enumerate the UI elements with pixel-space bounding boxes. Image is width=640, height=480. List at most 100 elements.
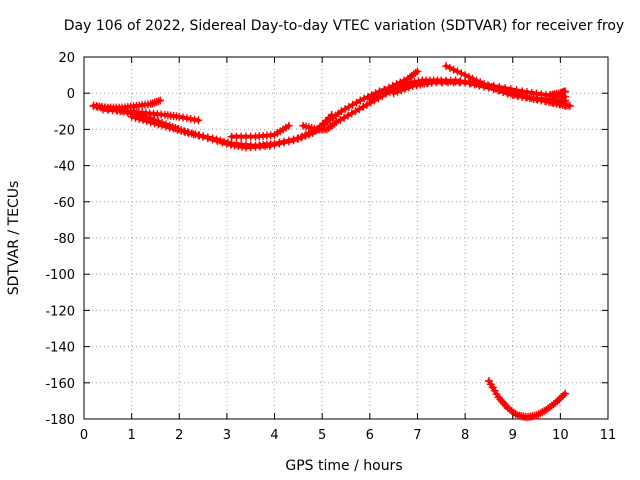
data-point (190, 115, 199, 124)
data-point (173, 125, 182, 134)
data-point (280, 137, 289, 146)
data-point (457, 69, 466, 78)
data-point (456, 77, 465, 86)
data-point (212, 135, 221, 144)
series-track-10 (546, 87, 570, 100)
data-point (189, 130, 198, 139)
data-point (413, 67, 422, 76)
data-point (284, 136, 293, 145)
y-tick-label: -80 (54, 232, 75, 247)
data-point (186, 114, 195, 123)
data-point (161, 122, 170, 131)
data-point (553, 396, 562, 405)
data-point (194, 116, 203, 125)
data-point (420, 79, 429, 88)
data-point (412, 81, 421, 90)
x-tick-label: 2 (175, 428, 183, 443)
data-point (423, 79, 432, 88)
data-point (298, 132, 307, 141)
data-point (480, 80, 489, 89)
data-point (220, 137, 229, 146)
x-tick-label: 11 (600, 428, 617, 443)
data-point (301, 130, 310, 139)
data-point (396, 78, 405, 87)
y-tick-label: 20 (58, 51, 75, 66)
data-point (175, 112, 184, 121)
data-point (392, 80, 401, 89)
data-point (411, 68, 420, 77)
data-point (533, 95, 542, 104)
x-tick-label: 1 (127, 428, 135, 443)
data-point (472, 76, 481, 85)
x-axis-label: GPS time / hours (285, 458, 402, 474)
data-series (89, 62, 574, 422)
data-point (127, 112, 136, 121)
data-point (503, 88, 512, 97)
data-point (487, 83, 496, 92)
data-point (203, 133, 212, 142)
data-point (511, 409, 520, 418)
series-track-9 (442, 62, 574, 110)
data-point (150, 119, 159, 128)
series-track-11 (484, 376, 570, 422)
data-point (442, 62, 451, 71)
x-tick-label: 6 (366, 428, 374, 443)
data-point (142, 117, 151, 126)
data-point (180, 127, 189, 136)
x-tick-label: 5 (318, 428, 326, 443)
data-point (552, 99, 561, 108)
data-point (305, 129, 314, 138)
data-point (389, 89, 398, 98)
data-point (555, 395, 564, 404)
data-point (544, 97, 553, 106)
y-tick-label: -120 (45, 304, 75, 319)
series-line (367, 69, 420, 101)
data-point (401, 84, 410, 93)
data-point (451, 76, 460, 85)
y-tick-label: -100 (45, 268, 75, 283)
data-point (510, 90, 519, 99)
data-point (408, 81, 417, 90)
data-point (499, 87, 508, 96)
x-tick-label: 3 (223, 428, 231, 443)
data-point (270, 139, 279, 148)
series-track-7 (365, 67, 422, 103)
data-point (525, 94, 534, 103)
data-point (557, 393, 566, 402)
data-point (165, 123, 174, 132)
data-point (169, 124, 178, 133)
y-tick-label: 0 (67, 87, 75, 102)
data-point (356, 96, 365, 105)
data-point (506, 89, 515, 98)
data-point (461, 77, 470, 86)
data-point (449, 65, 458, 74)
data-point (152, 97, 161, 106)
data-point (330, 119, 339, 128)
series-track-3 (99, 105, 203, 125)
y-tick-label: -60 (54, 196, 75, 211)
data-point (453, 67, 462, 76)
data-point (182, 114, 191, 123)
data-point (491, 84, 500, 93)
data-point (289, 135, 298, 144)
data-point (135, 114, 144, 123)
y-axis-label: SDTVAR / TECUs (6, 181, 22, 296)
x-tick-label: 4 (270, 428, 278, 443)
data-point (541, 97, 550, 106)
data-point (529, 94, 538, 103)
data-point (294, 134, 303, 143)
x-tick-label: 8 (461, 428, 469, 443)
data-point (89, 101, 98, 110)
x-tick-label: 7 (413, 428, 421, 443)
x-tick-label: 9 (509, 428, 517, 443)
series-track-5 (227, 121, 293, 141)
data-point (404, 83, 413, 92)
data-point (156, 96, 165, 105)
data-point (150, 98, 159, 107)
data-point (146, 118, 155, 127)
data-point (397, 86, 406, 95)
data-point (148, 99, 157, 108)
y-tick-label: -140 (45, 341, 75, 356)
